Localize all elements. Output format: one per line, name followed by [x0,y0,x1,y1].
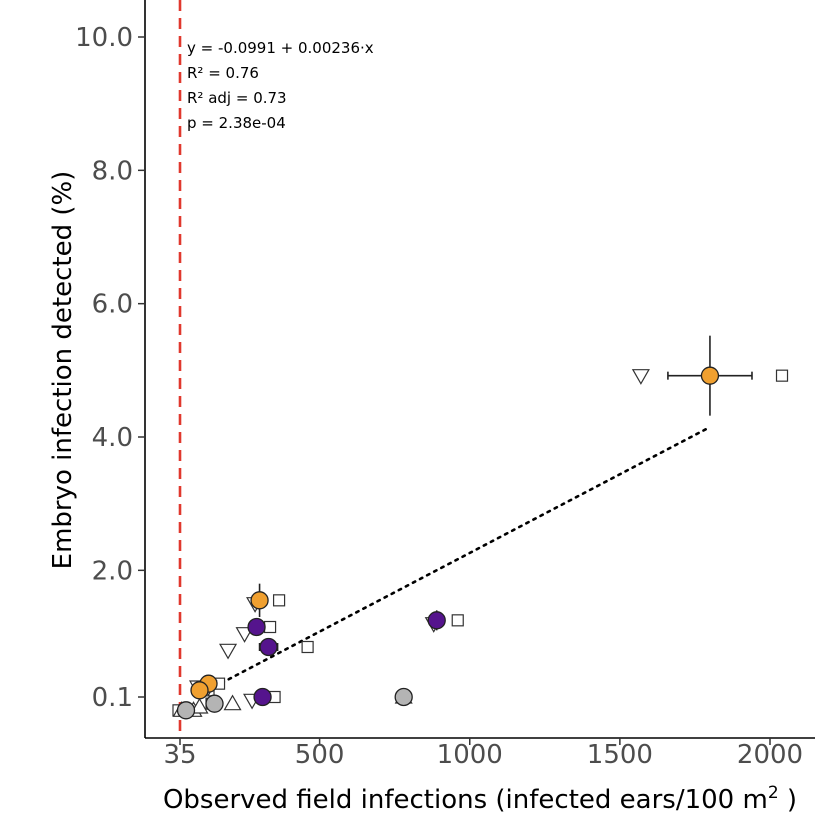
data-point [205,694,224,713]
y-tick-label: 0.1 [92,683,133,713]
r-squared-adj-label: R² adj = 0.73 [187,89,287,107]
y-tick-label: 10.0 [75,23,133,53]
triangle-up-point [223,694,242,711]
triangle-down-point [631,369,650,385]
x-axis-title: Observed field infections (infected ears… [163,783,797,815]
data-point [427,611,446,630]
data-point [176,701,196,720]
x-axis-title-suffix: ) [779,785,797,815]
regression-equation: y = -0.0991 + 0.00236·x [187,39,374,57]
data-point [700,366,720,385]
square-point [272,594,286,607]
r-squared-label: R² = 0.76 [187,64,259,82]
square-point [263,620,277,634]
y-tick-label: 8.0 [92,156,133,186]
y-tick-label: 6.0 [92,290,133,320]
y-tick-label: 4.0 [92,423,133,453]
x-tick-label: 1500 [587,740,653,770]
x-axis-title-main: Observed field infections (infected ears… [163,785,768,815]
square-point [301,640,314,654]
p-value-label: p = 2.38e-04 [187,114,286,132]
x-tick-label: 35 [163,740,196,770]
x-axis-title-superscript: 2 [768,783,779,803]
data-point [253,687,272,707]
x-tick-label: 1000 [437,740,503,770]
y-tick-label: 2.0 [92,556,133,586]
square-point [775,369,789,382]
data-point [190,681,209,700]
triangle-up-point [190,697,209,714]
data-point [394,687,413,707]
regression-line [213,425,712,688]
data-point [259,637,278,657]
y-axis-title: Embryo infection detected (%) [48,171,78,570]
triangle-down-point [219,643,238,660]
data-point [250,591,269,610]
data-point [247,617,266,637]
x-tick-label: 2000 [737,740,803,770]
x-tick-label: 500 [295,740,345,770]
square-point [451,614,464,627]
